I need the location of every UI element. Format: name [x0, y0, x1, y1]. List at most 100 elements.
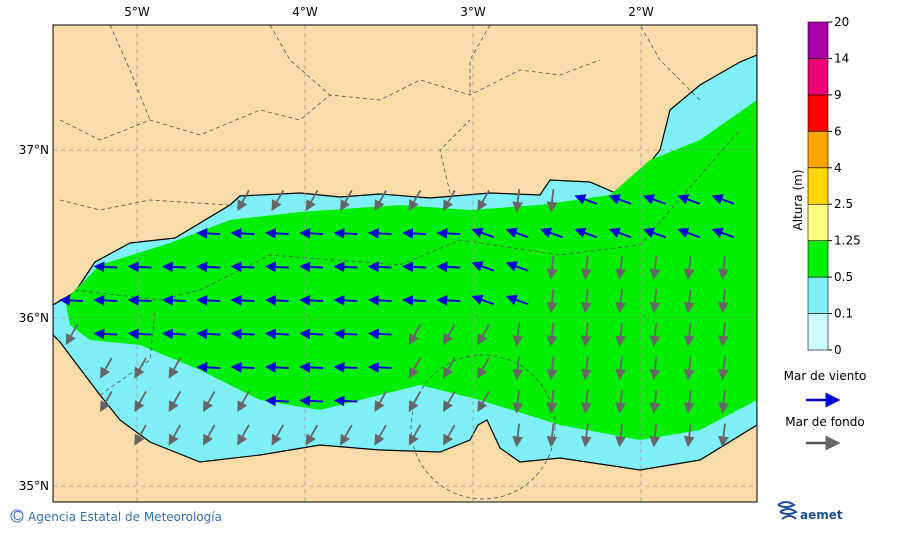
wave-arrow: [402, 261, 427, 273]
wave-arrow: [546, 255, 558, 280]
wave-arrow: [580, 255, 592, 280]
wave-arrow: [100, 390, 113, 413]
colorbar-label: 0.5: [834, 270, 853, 284]
wave-arrow: [134, 424, 147, 446]
wave-arrow: [677, 227, 701, 239]
wave-arrow: [271, 424, 284, 446]
wave-arrow: [546, 423, 558, 448]
wave-arrow: [100, 357, 113, 379]
colorbar-box: [807, 21, 829, 59]
wave-arrow: [230, 261, 255, 273]
wave-arrow: [718, 255, 729, 280]
wave-arrow: [196, 362, 221, 373]
wave-arrow: [333, 362, 358, 373]
colorbar-label: 20: [834, 15, 849, 29]
wave-arrow: [477, 189, 490, 212]
wave-arrow: [59, 295, 84, 306]
wave-arrow: [512, 356, 524, 381]
wave-arrow: [436, 295, 461, 306]
lon-label: 5°W: [124, 5, 150, 19]
wave-arrow: [408, 390, 422, 413]
wave-arrow: [408, 424, 422, 446]
wave-arrow: [265, 295, 289, 306]
wave-arrow: [402, 228, 427, 239]
wave-arrow: [134, 357, 147, 379]
wave-arrow: [683, 389, 695, 414]
wave-arrow: [608, 227, 632, 239]
wave-arrow: [196, 295, 221, 306]
wave-arrow: [649, 289, 661, 314]
wave-arrow: [580, 289, 592, 314]
wave-arrow: [162, 295, 186, 306]
wave-arrow: [237, 189, 250, 212]
wave-arrow: [93, 295, 118, 306]
wave-arrow: [615, 289, 626, 314]
wave-arrow: [408, 323, 422, 346]
wave-arrow: [512, 423, 524, 448]
colorbar-box: [807, 131, 829, 169]
graticule: [53, 25, 757, 502]
wave-arrow: [443, 323, 456, 346]
wave-arrow: [649, 423, 661, 448]
colorbar-box: [807, 94, 829, 132]
wave-arrow: [683, 356, 695, 381]
wave-arrow: [333, 295, 358, 306]
wave-arrow: [299, 295, 324, 306]
colorbar-label: 9: [834, 88, 842, 102]
wave-arrow: [333, 228, 358, 239]
wave-arrow: [93, 328, 118, 340]
wave-arrow: [546, 389, 558, 414]
wave-arrow: [402, 295, 427, 306]
colorbar-box: [807, 276, 829, 314]
wave-arrow: [477, 390, 490, 413]
wave-arrow: [580, 356, 592, 381]
wave-arrow: [237, 390, 250, 413]
wave-arrow: [546, 322, 558, 347]
wave-arrow: [683, 289, 695, 314]
wave-arrow: [162, 261, 186, 273]
wave-arrow: [718, 289, 729, 314]
wave-arrow: [477, 357, 490, 379]
wave-arrow: [608, 194, 632, 205]
borders: [59, 25, 741, 500]
logo-text: aemet: [800, 508, 843, 522]
wave-arrow: [718, 423, 729, 448]
wave-arrow: [374, 424, 387, 446]
wave-arrow: [202, 424, 216, 446]
wave-arrow: [196, 328, 221, 340]
wave-arrow: [471, 294, 495, 306]
wave-arrow: [367, 261, 392, 273]
wave-arrow: [718, 356, 729, 381]
wave-arrow: [574, 194, 598, 205]
wave-arrow: [299, 261, 324, 273]
colorbar-title: Altura (m): [791, 169, 805, 230]
wave-arrow: [299, 395, 324, 407]
wave-arrow: [436, 261, 461, 273]
legend-label: Mar de viento: [784, 369, 867, 383]
lon-label: 2°W: [628, 5, 654, 19]
wave-arrow: [505, 261, 529, 272]
wave-arrow: [512, 188, 524, 213]
wave-arrow: [237, 424, 250, 446]
footer-credit: Agencia Estatal de Meteorología: [28, 510, 222, 524]
wave-arrow: [436, 228, 461, 239]
colorbar-label: 14: [834, 51, 849, 65]
wave-arrow: [615, 356, 626, 381]
wave-arrow: [615, 322, 626, 347]
wave-arrow: [299, 328, 324, 340]
wave-arrow: [574, 227, 598, 239]
wave-arrow: [683, 423, 695, 448]
wave-arrow: [374, 390, 387, 413]
wave-arrow: [546, 356, 558, 381]
wave-arrow: [65, 323, 79, 346]
wave-arrow: [718, 322, 729, 347]
map-frame: [52, 24, 758, 503]
colorbar-label: 0: [834, 343, 842, 357]
wave-arrow: [367, 228, 392, 239]
colorbar-label: 2.5: [834, 197, 853, 211]
wave-arrow: [471, 227, 495, 239]
wave-arrow: [649, 389, 661, 414]
wave-arrow: [202, 390, 216, 413]
colorbar-box: [807, 313, 829, 351]
